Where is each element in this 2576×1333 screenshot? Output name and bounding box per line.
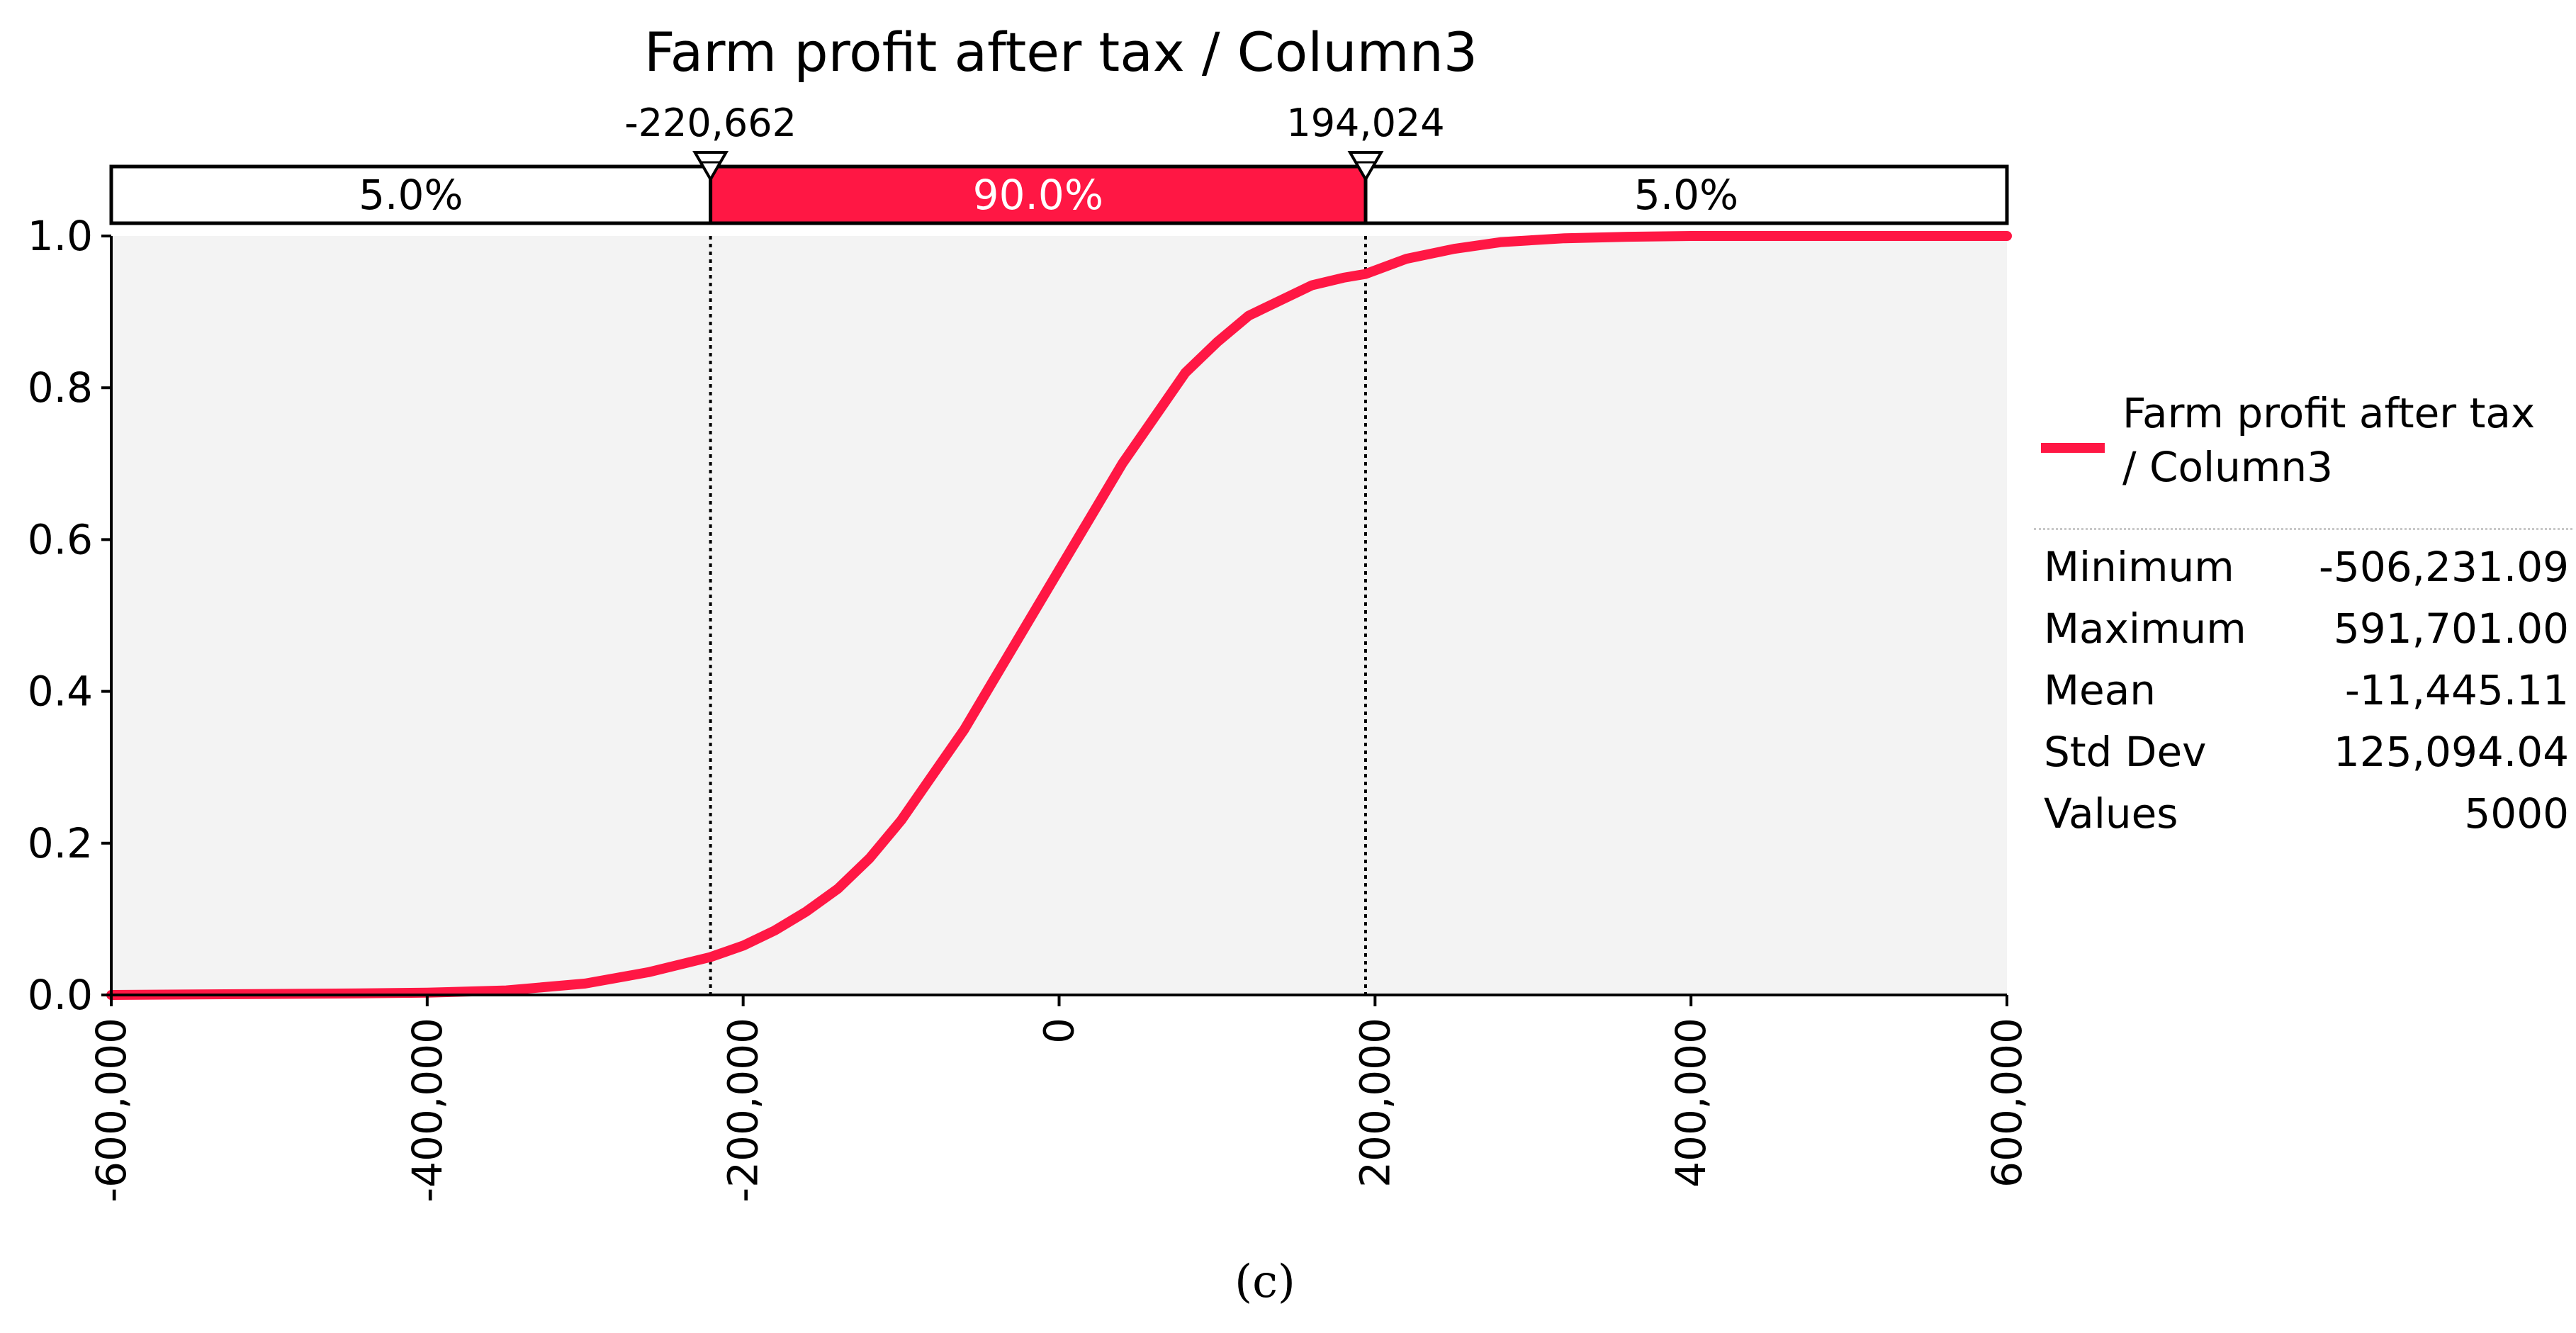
stat-value: -11,445.11 [2344,666,2569,714]
legend-swatch [2041,443,2105,453]
statistics-table: Minimum -506,231.09 Maximum 591,701.00 Mean -… [2034,543,2572,851]
y-tick-label: 0.2 [28,819,93,867]
delimiter-handle-left-icon [692,151,729,182]
axes: 0.0 0.2 0.4 0.6 0.8 1.0 -600,000 -400,000 -200,0… [28,212,2031,1203]
delimiter-value-left: -220,662 [624,101,797,145]
stat-name: Maximum [2044,604,2246,653]
stat-row: Values 5000 [2034,789,2572,851]
delimiter-band-label: 5.0% [359,171,463,219]
y-tick-label: 0.6 [28,515,93,563]
y-tick-label: 0.8 [28,364,93,412]
delimiter-band-label: 90.0% [973,171,1103,219]
chart-title: Farm profit after tax / Column3 [644,21,1478,84]
legend-divider [2034,528,2572,530]
delimiter-lines [709,236,1368,995]
delimiter-bar: 5.0% 90.0% 5.0% -220,662 194,024 [109,101,2009,225]
delimiter-bar-frame [109,164,2009,225]
plot-area [111,236,2007,995]
x-tick-label: -200,000 [719,1018,767,1203]
y-tick-label: 0.4 [28,668,93,716]
legend: Farm profit after tax / Column3 [2034,386,2572,507]
x-tick-label: 600,000 [1983,1018,2031,1188]
y-tick-label: 0.0 [28,971,93,1019]
stat-name: Minimum [2044,543,2234,591]
x-tick-label: 200,000 [1351,1018,1399,1188]
delimiter-band-middle [710,167,1366,223]
legend-label: Farm profit after tax / Column3 [2122,389,2536,491]
x-tick-label: 400,000 [1667,1018,1715,1188]
stat-name: Values [2044,789,2178,838]
x-tick-label: 0 [1035,1018,1084,1044]
series-layer [106,231,2012,1000]
y-tick-label: 1.0 [28,212,93,260]
stat-row: Minimum -506,231.09 [2034,543,2572,604]
stat-value: -506,231.09 [2318,543,2569,591]
stat-value: 125,094.04 [2333,728,2569,776]
delimiter-band-label: 5.0% [1634,171,1738,219]
x-tick-label: -600,000 [87,1018,135,1203]
stat-row: Maximum 591,701.00 [2034,604,2572,666]
series-line-cdf [106,231,2012,1000]
delimiter-value-right: 194,024 [1286,101,1444,145]
panel-label: (c) [1234,1256,1295,1308]
x-tick-label: -400,000 [403,1018,451,1203]
delimiter-handle-right-icon [1347,151,1384,182]
stat-row: Std Dev 125,094.04 [2034,728,2572,789]
stat-name: Mean [2044,666,2156,714]
stat-name: Std Dev [2044,728,2207,776]
stat-value: 591,701.00 [2333,604,2569,653]
legend-stats-panel: Farm profit after tax / Column3 Minimum -… [2034,386,2572,851]
stat-value: 5000 [2464,789,2569,838]
stat-row: Mean -11,445.11 [2034,666,2572,728]
